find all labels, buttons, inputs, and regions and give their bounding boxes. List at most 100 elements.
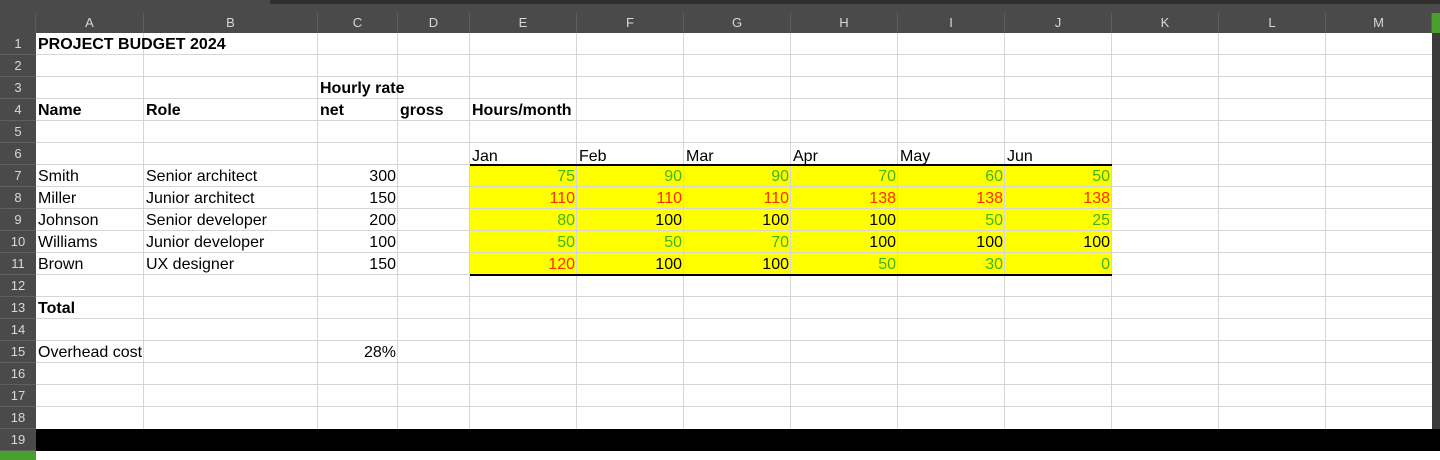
name-header[interactable]: Name	[38, 102, 82, 119]
hours-cell[interactable]: 70	[771, 234, 789, 251]
column-header-e[interactable]: E	[470, 13, 577, 33]
hours-cell[interactable]: 90	[664, 168, 682, 185]
hours-cell[interactable]: 50	[1092, 168, 1110, 185]
row-header-10[interactable]: 10	[0, 231, 36, 253]
row-header-5[interactable]: 5	[0, 121, 36, 143]
month-header-feb[interactable]: Feb	[579, 148, 607, 165]
column-header-b[interactable]: B	[144, 13, 318, 33]
month-header-jan[interactable]: Jan	[472, 148, 498, 165]
column-header-k[interactable]: K	[1112, 13, 1219, 33]
select-all-corner[interactable]	[0, 13, 36, 33]
column-header-i[interactable]: I	[898, 13, 1005, 33]
window-edge	[1432, 33, 1440, 429]
hourly-rate-header[interactable]: Hourly rate	[320, 80, 405, 97]
month-header-mar[interactable]: Mar	[686, 148, 714, 165]
net-header[interactable]: net	[320, 102, 344, 119]
hours-cell[interactable]: 120	[548, 256, 575, 273]
hours-cell[interactable]: 25	[1092, 212, 1110, 229]
column-header-a[interactable]: A	[36, 13, 144, 33]
sheet-title[interactable]: PROJECT BUDGET 2024	[38, 36, 226, 53]
row-header-9[interactable]: 9	[0, 209, 36, 231]
month-header-jun[interactable]: Jun	[1007, 148, 1033, 165]
hours-cell[interactable]: 100	[655, 256, 682, 273]
hours-cell[interactable]: 110	[549, 190, 575, 207]
row-header-4[interactable]: 4	[0, 99, 36, 121]
person-name[interactable]: Smith	[38, 168, 79, 185]
row-header-8[interactable]: 8	[0, 187, 36, 209]
role-header[interactable]: Role	[146, 102, 181, 119]
column-header-d[interactable]: D	[398, 13, 470, 33]
column-header-j[interactable]: J	[1005, 13, 1112, 33]
hours-cell[interactable]: 30	[985, 256, 1003, 273]
column-header-f[interactable]: F	[577, 13, 684, 33]
hours-cell[interactable]: 60	[985, 168, 1003, 185]
hours-cell[interactable]: 50	[985, 212, 1003, 229]
hours-cell[interactable]: 110	[763, 190, 789, 207]
row-header-11[interactable]: 11	[0, 253, 36, 275]
person-name[interactable]: Williams	[38, 234, 98, 251]
overhead-value[interactable]: 28%	[363, 344, 396, 361]
hours-cell[interactable]: 110	[656, 190, 682, 207]
hours-cell[interactable]: 100	[655, 212, 682, 229]
hours-month-header[interactable]: Hours/month	[472, 102, 572, 119]
hours-cell[interactable]: 70	[878, 168, 896, 185]
column-header-c[interactable]: C	[318, 13, 398, 33]
person-rate[interactable]: 200	[369, 212, 396, 229]
row-header-13[interactable]: 13	[0, 297, 36, 319]
row-header-15[interactable]: 15	[0, 341, 36, 363]
bottom-strip	[36, 451, 1440, 460]
toolbar-strip	[0, 0, 1440, 13]
column-header-l[interactable]: L	[1219, 13, 1326, 33]
row-header-3[interactable]: 3	[0, 77, 36, 99]
hours-cell[interactable]: 138	[976, 190, 1003, 207]
person-rate[interactable]: 300	[369, 168, 396, 185]
highlighted-range	[470, 165, 1112, 275]
person-name[interactable]: Johnson	[38, 212, 99, 229]
hours-cell[interactable]: 100	[762, 256, 789, 273]
hours-cell[interactable]: 50	[557, 234, 575, 251]
row-header-14[interactable]: 14	[0, 319, 36, 341]
row-header-1[interactable]: 1	[0, 33, 36, 55]
person-rate[interactable]: 150	[369, 256, 396, 273]
month-header-apr[interactable]: Apr	[793, 148, 818, 165]
column-header-m[interactable]: M	[1326, 13, 1432, 33]
row-header-12[interactable]: 12	[0, 275, 36, 297]
hours-cell[interactable]: 75	[557, 168, 575, 185]
row-header-16[interactable]: 16	[0, 363, 36, 385]
row-header-17[interactable]: 17	[0, 385, 36, 407]
hours-cell[interactable]: 100	[869, 212, 896, 229]
hours-cell[interactable]: 100	[1083, 234, 1110, 251]
hours-cell[interactable]: 50	[664, 234, 682, 251]
tab-strip	[270, 0, 1440, 4]
person-role[interactable]: Senior architect	[146, 168, 258, 185]
hours-cell[interactable]: 138	[1083, 190, 1110, 207]
spreadsheet-grid[interactable]: PROJECT BUDGET 2024 Hourly rate Name Rol…	[36, 33, 1432, 429]
person-role[interactable]: Senior developer	[146, 212, 267, 229]
hours-cell[interactable]: 138	[869, 190, 896, 207]
row-header-19[interactable]: 19	[0, 429, 36, 451]
person-name[interactable]: Brown	[38, 256, 84, 273]
overhead-label[interactable]: Overhead cost	[38, 344, 143, 361]
gross-header[interactable]: gross	[400, 102, 444, 119]
month-header-may[interactable]: May	[900, 148, 931, 165]
person-role[interactable]: UX designer	[146, 256, 235, 273]
column-header-g[interactable]: G	[684, 13, 791, 33]
hours-cell[interactable]: 50	[878, 256, 896, 273]
hours-cell[interactable]: 0	[1101, 256, 1110, 273]
hours-cell[interactable]: 90	[771, 168, 789, 185]
row-header-2[interactable]: 2	[0, 55, 36, 77]
person-role[interactable]: Junior architect	[146, 190, 255, 207]
total-label[interactable]: Total	[38, 300, 76, 317]
hours-cell[interactable]: 80	[557, 212, 575, 229]
row-header-6[interactable]: 6	[0, 143, 36, 165]
person-name[interactable]: Miller	[38, 190, 77, 207]
hours-cell[interactable]: 100	[762, 212, 789, 229]
person-role[interactable]: Junior developer	[146, 234, 265, 251]
row-header-18[interactable]: 18	[0, 407, 36, 429]
person-rate[interactable]: 100	[369, 234, 396, 251]
hours-cell[interactable]: 100	[869, 234, 896, 251]
column-header-h[interactable]: H	[791, 13, 898, 33]
person-rate[interactable]: 150	[369, 190, 396, 207]
row-header-7[interactable]: 7	[0, 165, 36, 187]
hours-cell[interactable]: 100	[976, 234, 1003, 251]
